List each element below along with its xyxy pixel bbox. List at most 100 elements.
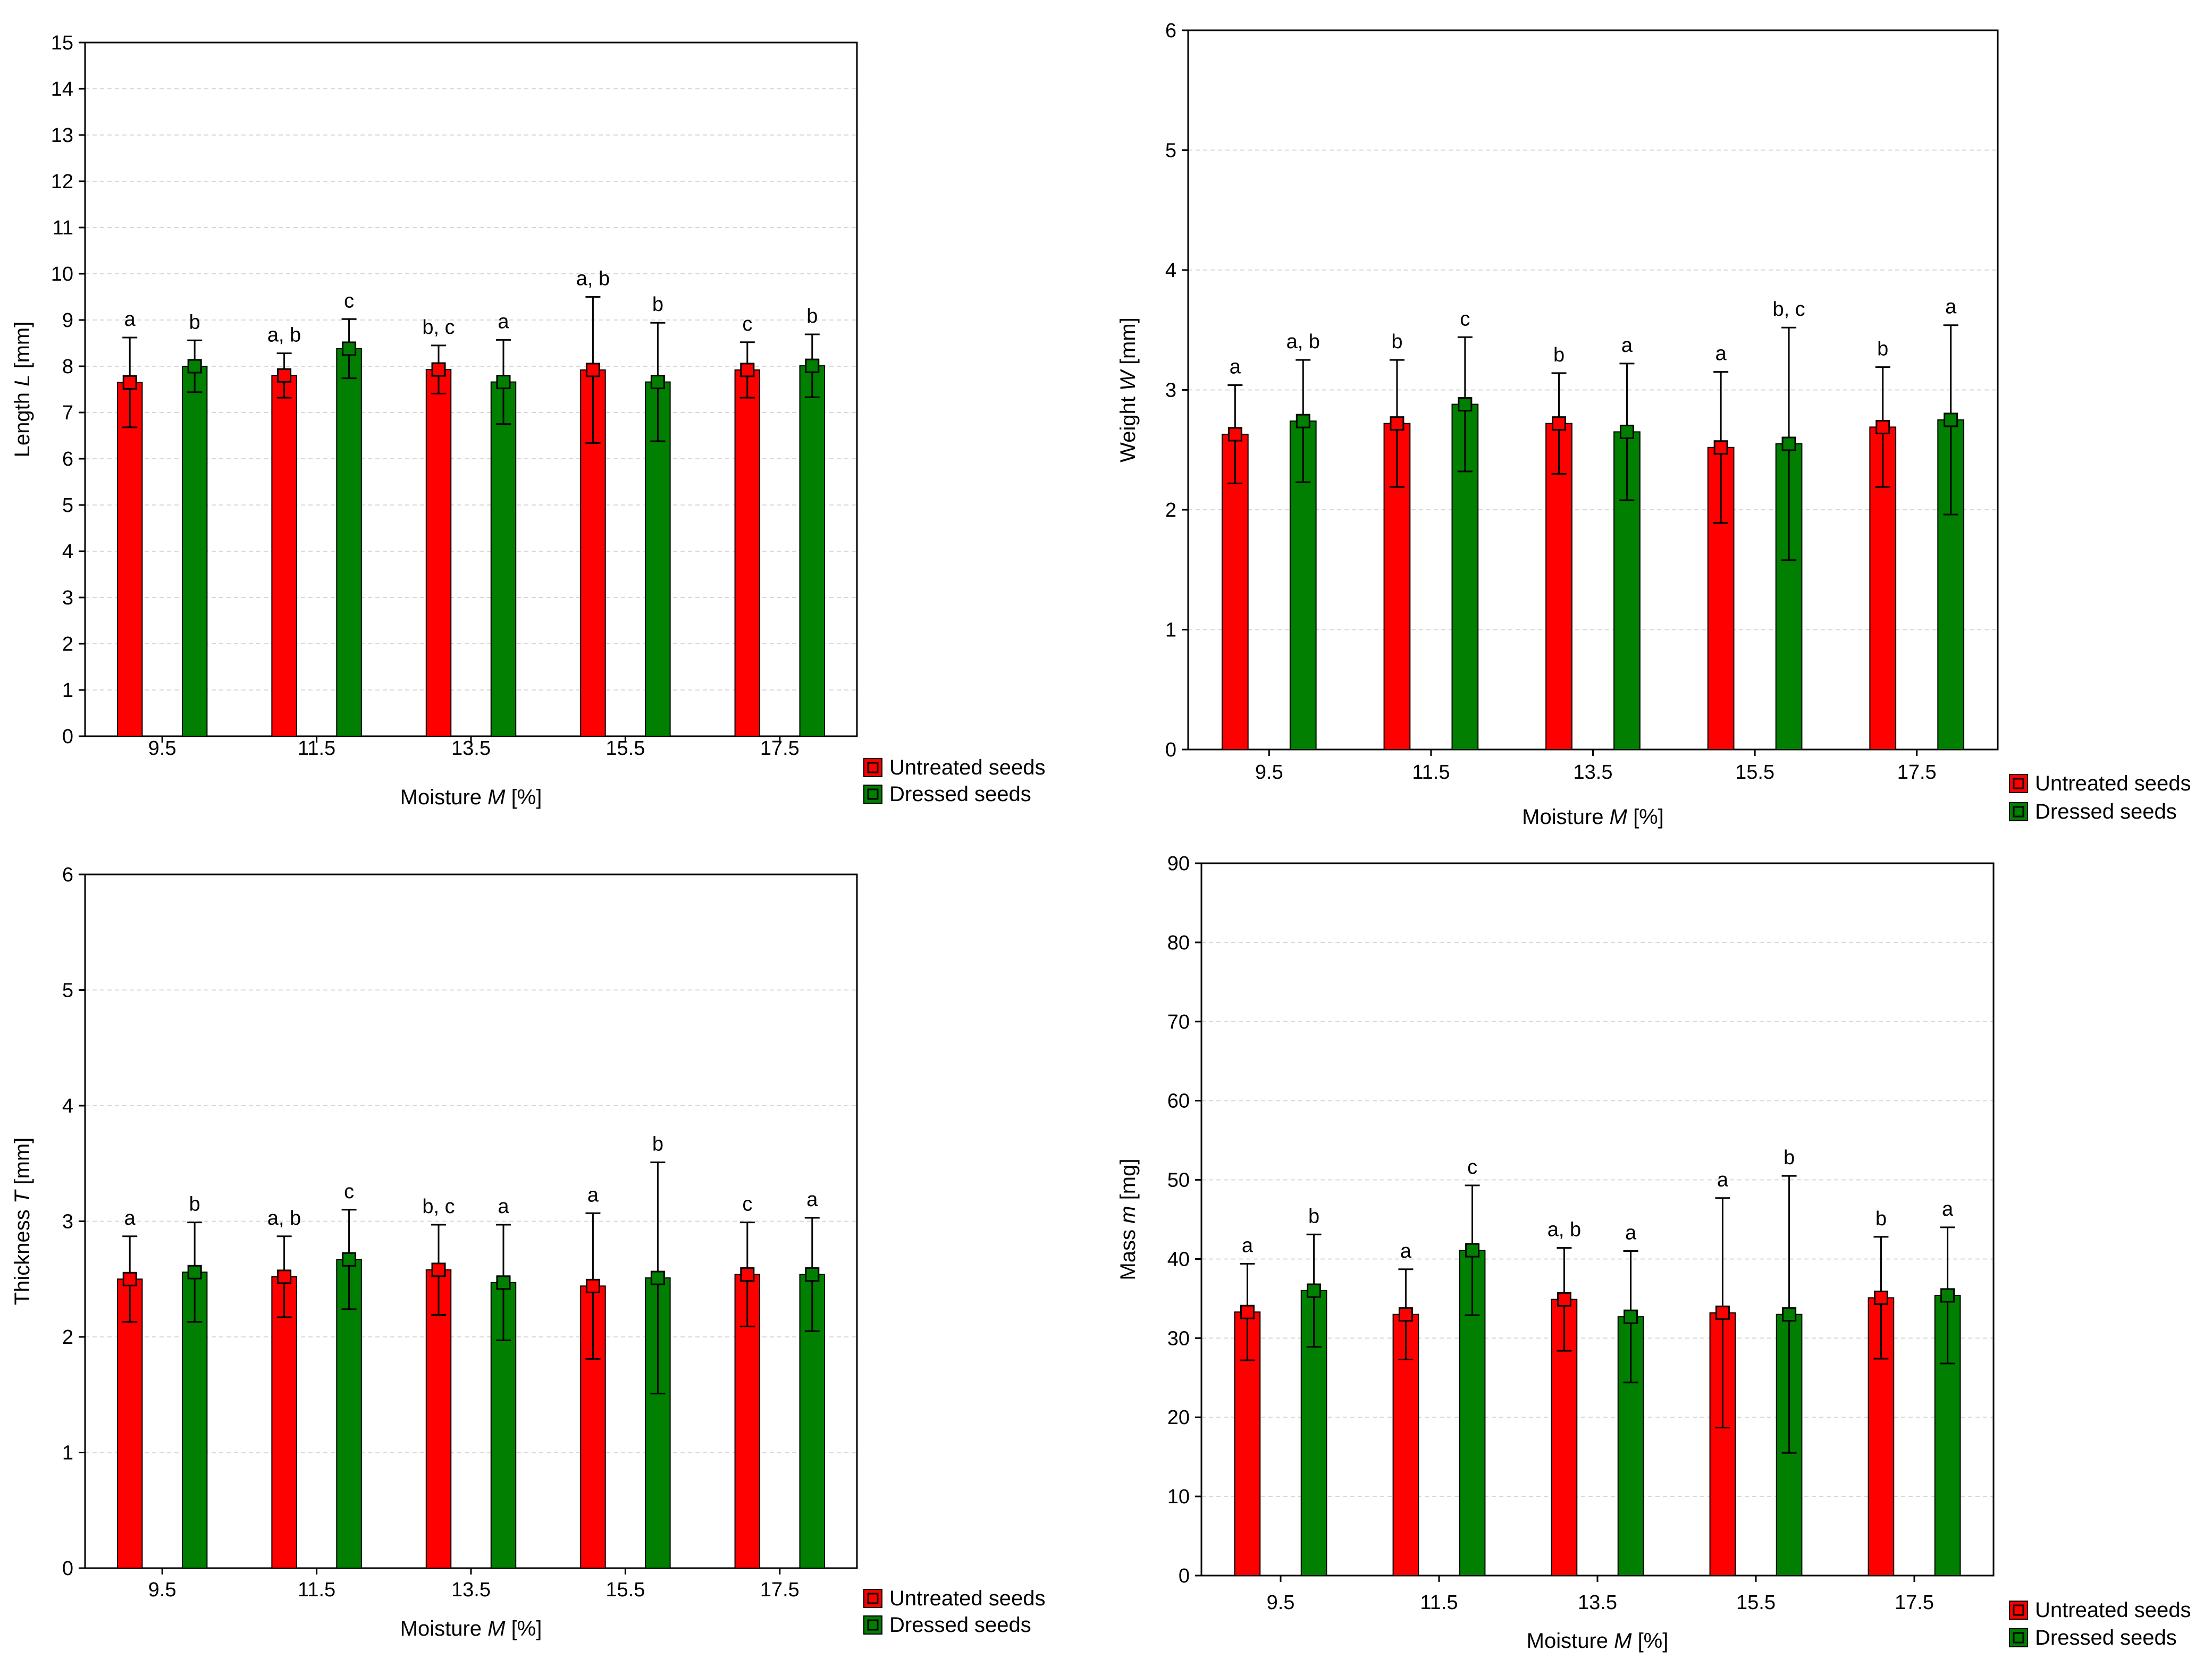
mean-marker (1781, 436, 1796, 451)
x-axis-title-prefix: Moisture (1522, 805, 1610, 829)
y-axis-title: Length L [mm] (11, 322, 34, 458)
legend-label-dressed: Dressed seeds (889, 782, 1031, 806)
y-axis-title-suffix: [mm] (11, 322, 34, 375)
mean-marker (1624, 1309, 1638, 1324)
mean-marker (431, 362, 446, 377)
mean-marker (1465, 1243, 1480, 1258)
mean-marker (1944, 412, 1958, 427)
bar-untreated-13.5 (425, 369, 452, 737)
bar-untreated-11.5 (271, 375, 297, 737)
y-tick-label: 1 (1165, 619, 1176, 642)
legend-marker-dressed (867, 1619, 879, 1631)
y-tick-label: 12 (51, 171, 73, 193)
y-tick-label: 90 (1167, 853, 1190, 875)
significance-letter: b (806, 305, 818, 327)
bar-dressed-11.5 (336, 348, 362, 737)
mean-marker (496, 1275, 511, 1290)
y-tick-label: 5 (1165, 140, 1176, 162)
y-tick-label: 20 (1167, 1407, 1190, 1429)
y-tick-label: 3 (1165, 380, 1176, 402)
significance-letter: b (1553, 344, 1565, 366)
bar-untreated-13.5 (425, 1269, 452, 1569)
significance-letter: a (124, 1207, 136, 1230)
x-tick-label: 17.5 (1895, 1592, 1934, 1614)
mean-marker (650, 375, 665, 390)
y-tick-label: 10 (1167, 1486, 1190, 1508)
y-tick-label: 1 (62, 679, 73, 702)
x-axis-title-var: M (1614, 1629, 1632, 1653)
x-axis-title: Moisture M [%] (400, 786, 542, 809)
mean-marker (187, 1265, 202, 1279)
bar-dressed-11.5 (336, 1259, 362, 1569)
significance-letter: b (1784, 1147, 1795, 1169)
legend-swatch-untreated (863, 758, 882, 777)
mean-marker (187, 359, 202, 374)
significance-letter: c (1460, 308, 1470, 330)
bar-untreated-11.5 (1392, 1314, 1419, 1577)
mean-marker (805, 358, 820, 373)
legend-label-untreated: Untreated seeds (2035, 1598, 2191, 1622)
significance-letter: a (1400, 1240, 1412, 1262)
y-tick-label: 2 (62, 1326, 73, 1349)
x-tick-label: 9.5 (148, 737, 176, 760)
significance-letter: a (498, 1195, 509, 1218)
significance-letter: a, b (267, 1207, 301, 1230)
legend: Untreated seeds Dressed seeds (863, 756, 1046, 806)
legend-label-dressed: Dressed seeds (889, 1613, 1031, 1637)
x-axis-title-suffix: [%] (1631, 1629, 1668, 1653)
y-tick-label: 8 (62, 356, 73, 378)
bar-untreated-13.5 (1545, 423, 1572, 750)
x-axis-title-suffix: [%] (1627, 805, 1664, 829)
x-axis-title: Moisture M [%] (400, 1617, 542, 1640)
bar-untreated-9.5 (1221, 433, 1249, 750)
legend-marker-untreated (867, 1593, 879, 1604)
x-axis-title: Moisture M [%] (1527, 1629, 1669, 1653)
bar-dressed-13.5 (490, 1282, 517, 1569)
x-axis-title-var: M (487, 786, 506, 809)
significance-letter: b (1391, 331, 1402, 353)
significance-letter: b (652, 293, 663, 316)
significance-letter: a, b (1547, 1219, 1581, 1241)
legend: Untreated seeds Dressed seeds (863, 1587, 1046, 1637)
mean-marker (1458, 397, 1473, 412)
bar-untreated-9.5 (116, 382, 143, 737)
legend-marker-untreated (2013, 778, 2024, 789)
legend-swatch-dressed (863, 1615, 882, 1635)
x-tick-label: 15.5 (1736, 1592, 1776, 1614)
y-tick-label: 0 (1165, 739, 1176, 761)
bar-dressed-17.5 (799, 365, 826, 737)
y-tick-label: 30 (1167, 1327, 1190, 1350)
y-tick-label: 3 (62, 587, 73, 609)
significance-letter: a (124, 308, 136, 331)
significance-letter: c (742, 313, 752, 335)
legend-marker-dressed (2013, 806, 2024, 818)
y-tick-label: 1 (62, 1442, 73, 1464)
significance-letter: b, c (422, 1195, 455, 1218)
significance-letter: a (1715, 343, 1727, 365)
legend-swatch-dressed (2009, 802, 2028, 821)
significance-letter: b (189, 1193, 200, 1216)
x-axis-title-prefix: Moisture (400, 786, 488, 809)
significance-letter: b (652, 1133, 663, 1156)
mean-marker (1782, 1307, 1797, 1322)
legend-marker-dressed (2013, 1632, 2024, 1644)
mean-marker (1227, 427, 1242, 442)
y-axis-title-suffix: [mm] (1116, 317, 1140, 371)
significance-letter: b, c (1772, 298, 1805, 321)
significance-letter: a, b (267, 324, 301, 347)
y-axis-title: Mass m [mg] (1116, 1159, 1140, 1281)
significance-letter: a (1717, 1169, 1729, 1191)
legend-marker-untreated (2013, 1604, 2024, 1616)
y-tick-label: 0 (1179, 1565, 1190, 1587)
mean-marker (1552, 416, 1567, 431)
y-tick-label: 4 (62, 541, 73, 563)
y-tick-label: 70 (1167, 1011, 1190, 1033)
mean-marker (1398, 1307, 1413, 1322)
mean-marker (342, 341, 357, 356)
y-axis-title-var: W (1116, 369, 1140, 391)
y-axis-title-var: T (11, 1189, 34, 1203)
mean-marker (1873, 1290, 1888, 1305)
x-tick-label: 17.5 (760, 1579, 800, 1601)
x-tick-label: 9.5 (148, 1579, 176, 1601)
significance-letter: a, b (576, 268, 610, 290)
